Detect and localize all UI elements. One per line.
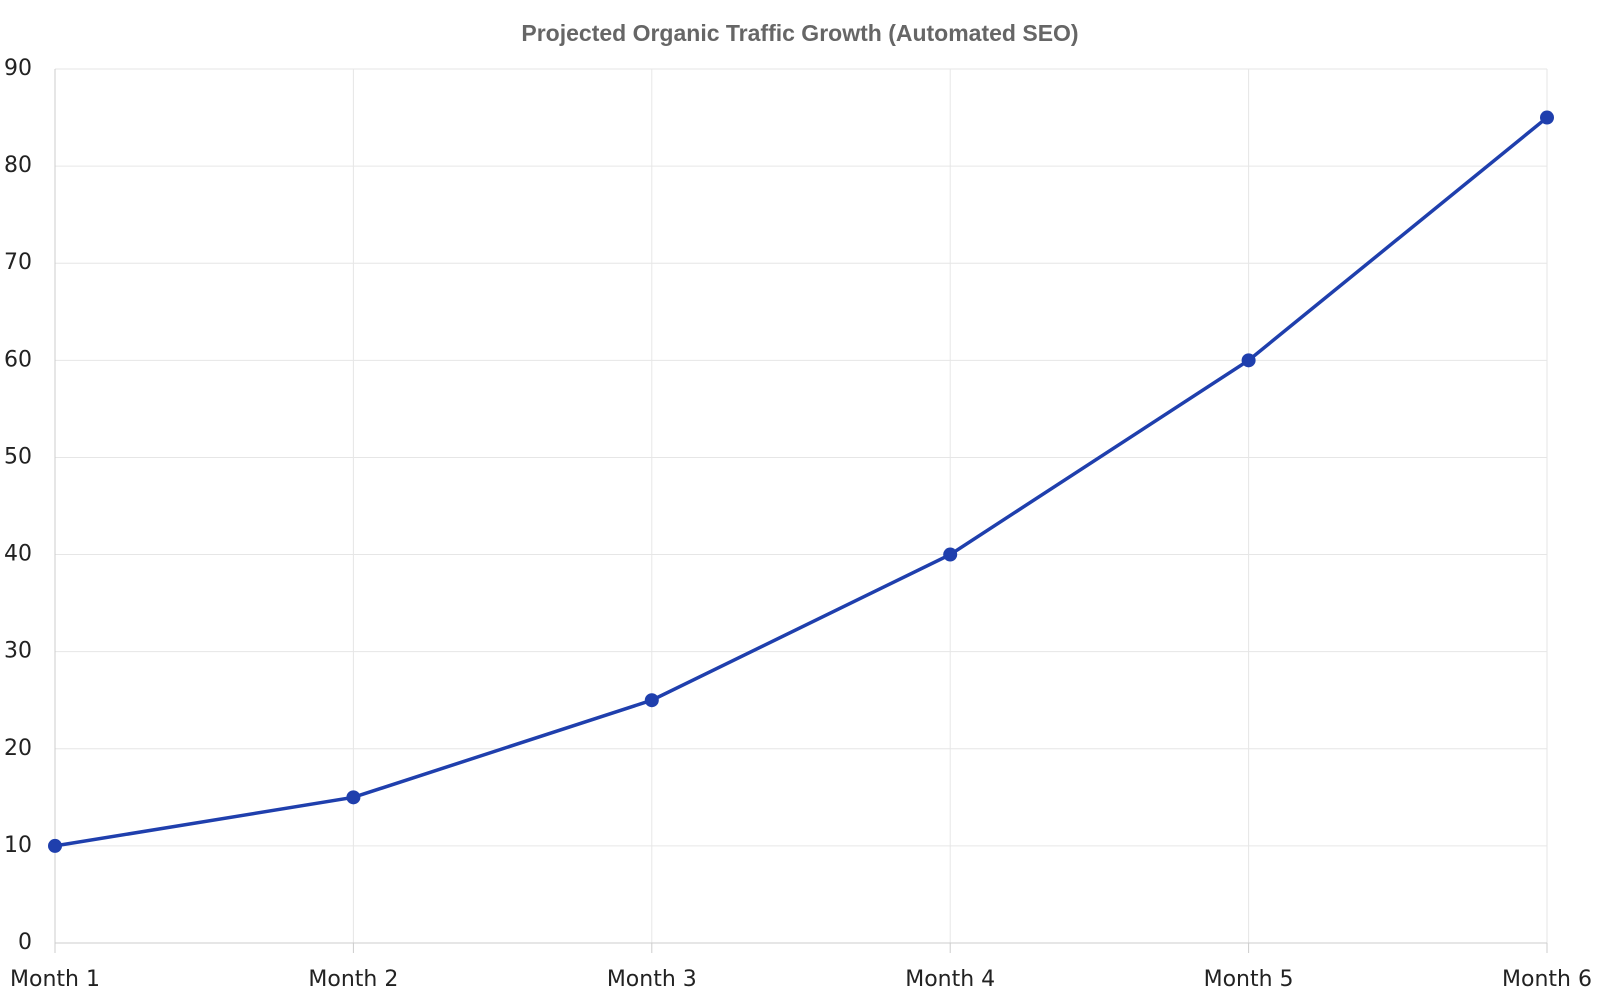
point	[346, 790, 361, 805]
x-tick-label: Month 5	[1204, 967, 1294, 992]
point	[48, 838, 62, 853]
y-tick-label: 40	[4, 542, 32, 567]
y-tick-label: 50	[4, 444, 32, 469]
y-tick-label: 90	[4, 56, 32, 81]
x-tick-label: Month 2	[308, 967, 398, 992]
y-tick-label: 80	[4, 153, 32, 178]
point	[644, 693, 659, 708]
point	[1241, 353, 1256, 368]
point	[1540, 110, 1554, 125]
point	[943, 547, 958, 562]
chart-title: Projected Organic Traffic Growth (Automa…	[521, 20, 1078, 46]
x-tick-label: Month 1	[10, 967, 100, 992]
y-tick-label: 30	[4, 639, 32, 664]
y-tick-label: 20	[4, 736, 32, 761]
x-tick-label: Month 6	[1502, 967, 1592, 992]
y-tick-label: 0	[18, 930, 32, 955]
y-tick-label: 70	[4, 250, 32, 275]
y-tick-label: 10	[4, 833, 32, 858]
x-tick-label: Month 3	[607, 967, 697, 992]
x-tick-label: Month 4	[905, 967, 995, 992]
line	[54, 116, 1549, 848]
y-tick-label: 60	[4, 347, 32, 372]
